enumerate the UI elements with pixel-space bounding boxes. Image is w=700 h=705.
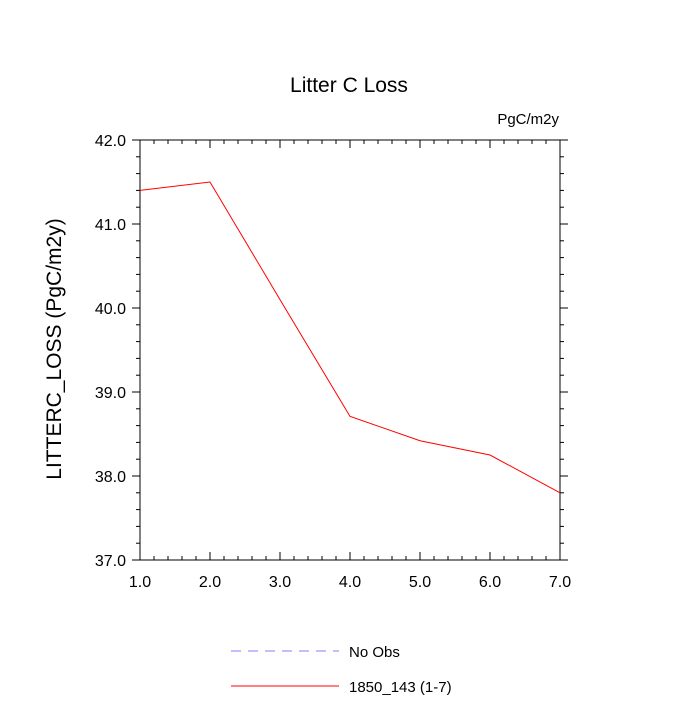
plot-frame [139,139,561,561]
x-tick-label: 5.0 [409,574,431,591]
units-label: PgC/m2y [497,111,559,128]
legend-label: 1850_143 (1-7) [349,679,452,696]
x-tick-label: 1.0 [129,574,151,591]
legend-label: No Obs [349,644,400,661]
legend: No Obs 1850_143 (1-7) [231,644,452,696]
y-tick-label: 38.0 [95,469,126,486]
x-tick-label: 6.0 [479,574,501,591]
y-tick-label: 37.0 [95,553,126,570]
y-axis-label: LITTERC_LOSS (PgC/m2y) [43,218,66,479]
chart-title: Litter C Loss [290,74,408,97]
y-tick-label: 39.0 [95,385,126,402]
x-tick-label: 2.0 [199,574,221,591]
series-layer [139,181,561,494]
x-tick-label: 4.0 [339,574,361,591]
y-tick-label: 41.0 [95,217,126,234]
axis-ticks: 1.0 2.0 3.0 4.0 5.0 6.0 7.0 37.0 38.0 39.0 40.0 41.… [95,133,571,591]
y-tick-label: 42.0 [95,133,126,150]
x-tick-label: 3.0 [269,574,291,591]
series-line [139,181,561,494]
y-tick-label: 40.0 [95,301,126,318]
x-tick-label: 7.0 [549,574,571,591]
